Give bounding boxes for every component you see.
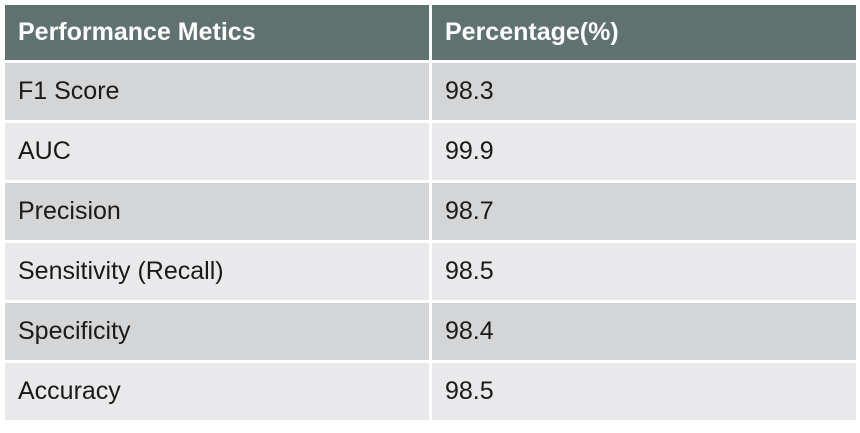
- metric-name-cell: Precision: [2, 180, 432, 243]
- header-percentage: Percentage(%): [429, 2, 859, 63]
- metric-value-cell: 98.7: [429, 180, 859, 243]
- metric-value-cell: 99.9: [429, 120, 859, 183]
- metric-value-cell: 98.3: [429, 60, 859, 123]
- metric-name-cell: Sensitivity (Recall): [2, 240, 432, 303]
- metric-name-cell: Accuracy: [2, 360, 432, 423]
- header-metric: Performance Metics: [2, 2, 432, 63]
- metric-name-cell: F1 Score: [2, 60, 432, 123]
- performance-metrics-table: Performance Metics Percentage(%) F1 Scor…: [2, 2, 859, 423]
- table-row: Precision 98.7: [2, 180, 859, 243]
- metrics-table-container: Performance Metics Percentage(%) F1 Scor…: [2, 2, 859, 423]
- table-row: Accuracy 98.5: [2, 360, 859, 423]
- table-row: F1 Score 98.3: [2, 60, 859, 123]
- table-row: AUC 99.9: [2, 120, 859, 183]
- metric-name-cell: Specificity: [2, 300, 432, 363]
- metric-value-cell: 98.4: [429, 300, 859, 363]
- metric-value-cell: 98.5: [429, 240, 859, 303]
- table-row: Specificity 98.4: [2, 300, 859, 363]
- metric-value-cell: 98.5: [429, 360, 859, 423]
- table-row: Sensitivity (Recall) 98.5: [2, 240, 859, 303]
- table-header-row: Performance Metics Percentage(%): [2, 2, 859, 63]
- metric-name-cell: AUC: [2, 120, 432, 183]
